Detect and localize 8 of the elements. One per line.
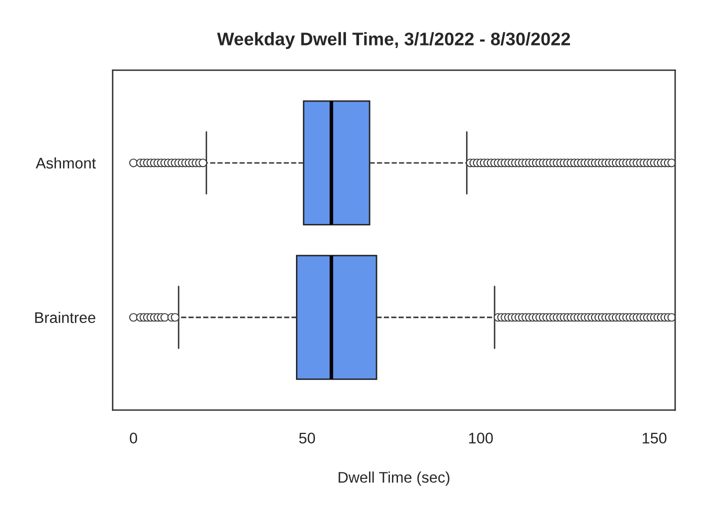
x-tick-label: 150 bbox=[642, 432, 666, 444]
x-tick-label: 100 bbox=[469, 432, 493, 444]
y-tick-label: Braintree bbox=[35, 312, 96, 324]
chart-title: Weekday Dwell Time, 3/1/2022 - 8/30/2022 bbox=[217, 32, 570, 49]
y-tick-label: Ashmont bbox=[36, 157, 96, 169]
x-axis-title: Dwell Time (sec) bbox=[338, 472, 450, 486]
x-tick-label: 0 bbox=[130, 432, 138, 444]
x-tick-label: 50 bbox=[299, 432, 315, 444]
